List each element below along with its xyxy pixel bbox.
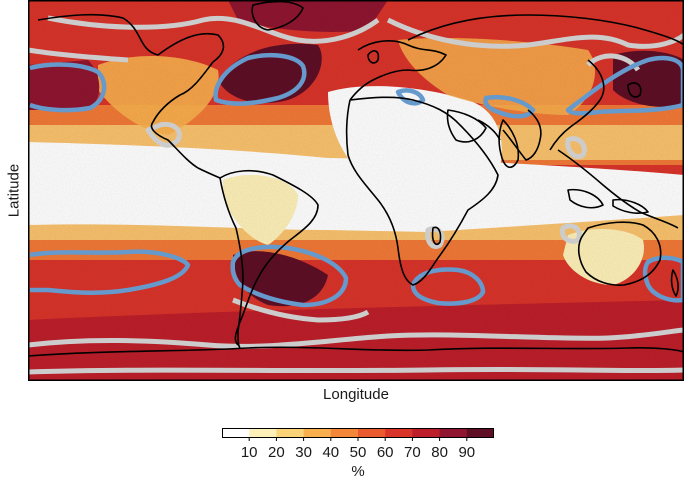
coast-madagascar (431, 226, 442, 246)
low-contours (28, 15, 684, 375)
colorbar-swatches (222, 428, 494, 438)
coast-australia (577, 221, 662, 286)
colorbar-swatch (412, 428, 441, 438)
coastlines (28, 0, 684, 357)
colorbar-tick-label: 40 (322, 444, 339, 461)
coast-greenland (251, 0, 304, 31)
heat-grain (28, 0, 684, 381)
colorbar-ticks: 10 20 30 40 50 60 70 80 90 (241, 437, 475, 461)
coast-asia (407, 14, 684, 161)
coast-north-america (37, 13, 225, 179)
x-axis-label: Longitude (323, 386, 389, 403)
coast-europe (349, 40, 447, 101)
colorbar-swatch (439, 428, 468, 438)
coast-uk (367, 50, 380, 64)
colorbar-tick-label: 80 (431, 444, 448, 461)
contour-low-arctic (47, 15, 380, 44)
colorbar-tick-label: 50 (350, 444, 367, 461)
contour-low-southern-ocean (28, 327, 684, 349)
contour-high-arabian-sea (483, 94, 536, 119)
contour-high-south-america (230, 244, 349, 308)
coast-antarctica (28, 346, 684, 357)
colorbar-tick-label: 10 (241, 444, 258, 461)
contour-low-south-china (565, 136, 587, 159)
coast-arabia (446, 109, 487, 143)
contour-high-north-pacific (29, 62, 107, 113)
colorbar-swatch (249, 428, 277, 438)
colorbar: 10 20 30 40 50 60 70 80 90 % (222, 428, 494, 478)
contour-low-australia (559, 223, 582, 244)
contour-low-south-america-south (232, 297, 370, 323)
map-frame (28, 0, 684, 381)
colorbar-swatch (385, 428, 413, 438)
coast-india (498, 119, 520, 169)
contour-high-north-atlantic (213, 53, 307, 106)
contour-low-antarctic (28, 366, 684, 375)
contour-high-south-atlantic (410, 267, 486, 306)
contour-low-madagascar (425, 226, 445, 249)
high-contours (29, 53, 684, 308)
y-axis-label: Latitude (5, 163, 23, 218)
colorbar-unit-label: % (351, 463, 364, 478)
colorbar-swatch (358, 428, 386, 438)
colorbar-swatch (222, 428, 250, 438)
colorbar-tick-label: 70 (404, 444, 421, 461)
colorbar-tick-label: 90 (458, 444, 475, 461)
contour-high-south-indian (642, 255, 684, 303)
contour-high-mediterranean (395, 88, 426, 106)
colorbar-swatch (330, 428, 359, 438)
coast-japan (627, 82, 642, 98)
colorbar-tick-label: 30 (295, 444, 312, 461)
contour-low-siberia (386, 17, 684, 49)
contour-low-north-pacific-east (28, 47, 129, 63)
colorbar-tick-label: 20 (268, 444, 285, 461)
colorbar-swatch (276, 428, 305, 438)
colorbar-tick-label: 60 (377, 444, 394, 461)
coast-indonesia (567, 188, 649, 214)
coast-africa (345, 96, 499, 286)
contour-low-gulf-of-mexico (145, 121, 182, 148)
coast-south-america-west (219, 177, 244, 349)
colorbar-swatch (466, 428, 494, 438)
colorbar-swatch (303, 428, 332, 438)
world-map (28, 0, 684, 381)
contour-high-south-pacific (29, 249, 191, 295)
coast-new-zealand (670, 269, 679, 297)
